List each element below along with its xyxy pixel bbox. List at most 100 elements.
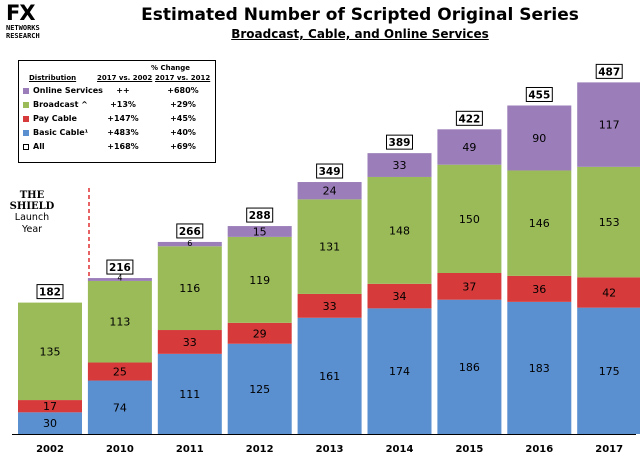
bar-basic-cable-2011 bbox=[157, 353, 222, 434]
bar-pay-cable-2013 bbox=[297, 293, 362, 318]
data-label-broadcast-2011: 116 bbox=[179, 282, 200, 295]
legend-change-2012: +69% bbox=[170, 142, 196, 151]
bar-basic-cable-2014 bbox=[367, 308, 432, 434]
legend-2012-header: 2017 vs. 2012 bbox=[155, 74, 211, 82]
legend-change-2012: +40% bbox=[170, 128, 196, 137]
total-label-2002: 182 bbox=[39, 287, 61, 299]
bar-basic-cable-2016 bbox=[507, 301, 572, 434]
legend-distribution-header: Distribution bbox=[29, 74, 77, 82]
data-label-basic-cable-2014: 174 bbox=[389, 365, 410, 378]
data-label-online-services-2013: 24 bbox=[323, 185, 337, 198]
data-label-basic-cable-2002: 30 bbox=[43, 417, 57, 430]
data-label-pay-cable-2017: 42 bbox=[602, 286, 616, 299]
data-label-online-services-2016: 90 bbox=[532, 132, 546, 145]
data-label-broadcast-2012: 119 bbox=[249, 274, 270, 287]
bar-broadcast-2012 bbox=[227, 236, 292, 323]
bar-basic-cable-2015 bbox=[437, 299, 502, 434]
data-label-online-services-2015: 49 bbox=[462, 141, 476, 154]
x-tick-label-2015: 2015 bbox=[455, 444, 483, 455]
legend-change-2002: ++ bbox=[116, 86, 130, 95]
total-box-2017 bbox=[595, 63, 623, 79]
data-label-broadcast-2002: 135 bbox=[40, 345, 61, 358]
annotation-line-year: Year bbox=[21, 224, 43, 235]
legend-pct-change-header: % Change bbox=[151, 64, 191, 72]
x-tick-label-2010: 2010 bbox=[106, 444, 134, 455]
bar-pay-cable-2011 bbox=[157, 330, 222, 354]
chart-subtitle: Broadcast, Cable, and Online Services bbox=[231, 27, 489, 41]
the-shield-annotation: THE SHIELD Launch Year bbox=[0, 190, 64, 236]
data-label-pay-cable-2010: 25 bbox=[113, 366, 127, 379]
data-label-pay-cable-2011: 33 bbox=[183, 336, 197, 349]
bar-basic-cable-2012 bbox=[227, 343, 292, 434]
the-shield-title: THE SHIELD bbox=[9, 190, 55, 212]
legend-change-2012: +29% bbox=[170, 100, 196, 109]
total-box-2016 bbox=[525, 86, 553, 102]
x-tick-label-2013: 2013 bbox=[316, 444, 344, 455]
total-box-2014 bbox=[386, 134, 413, 150]
legend-change-2012: +45% bbox=[170, 114, 196, 123]
legend-row-all: All +168% +69% bbox=[23, 142, 213, 154]
x-tick-label-2014: 2014 bbox=[386, 444, 414, 455]
bar-broadcast-2014 bbox=[367, 176, 432, 284]
legend-change-2012: +680% bbox=[167, 86, 199, 95]
legend-swatch-all bbox=[23, 144, 29, 150]
legend-label: Online Services bbox=[33, 86, 103, 95]
legend-swatch-online bbox=[23, 88, 29, 94]
bar-broadcast-2013 bbox=[297, 199, 362, 294]
bar-online-services-2017 bbox=[577, 82, 640, 167]
data-label-broadcast-2010: 113 bbox=[109, 316, 130, 329]
legend-table: % Change Distribution 2017 vs. 2002 2017… bbox=[18, 60, 216, 163]
x-tick-label-2011: 2011 bbox=[176, 444, 204, 455]
x-tick-label-2012: 2012 bbox=[246, 444, 274, 455]
data-label-online-services-2017: 117 bbox=[599, 119, 620, 132]
bar-basic-cable-2017 bbox=[577, 307, 640, 434]
bar-basic-cable-2010 bbox=[87, 380, 152, 434]
data-label-basic-cable-2012: 125 bbox=[249, 383, 270, 396]
bar-pay-cable-2016 bbox=[507, 275, 572, 302]
total-label-2012: 288 bbox=[249, 210, 271, 222]
data-label-basic-cable-2011: 111 bbox=[179, 388, 200, 401]
legend-label: Pay Cable bbox=[33, 114, 77, 123]
bar-online-services-2012 bbox=[227, 226, 292, 237]
data-label-basic-cable-2017: 175 bbox=[599, 365, 620, 378]
bar-broadcast-2010 bbox=[87, 280, 152, 363]
data-label-pay-cable-2014: 34 bbox=[393, 290, 407, 303]
bar-broadcast-2017 bbox=[577, 166, 640, 278]
data-label-broadcast-2017: 153 bbox=[599, 216, 620, 229]
fx-networks-research-logo: FX NETWORKS RESEARCH bbox=[6, 2, 62, 40]
annotation-line-launch: Launch bbox=[14, 212, 50, 223]
legend-label: All bbox=[33, 142, 45, 151]
bar-broadcast-2011 bbox=[157, 246, 222, 331]
bar-pay-cable-2010 bbox=[87, 362, 152, 381]
data-label-pay-cable-2015: 37 bbox=[462, 280, 476, 293]
data-label-online-services-2010: 4 bbox=[117, 273, 122, 282]
bar-online-services-2016 bbox=[507, 105, 572, 171]
total-box-2015 bbox=[455, 110, 483, 126]
total-box-2010 bbox=[106, 259, 134, 275]
total-box-2002 bbox=[36, 284, 64, 300]
bar-pay-cable-2002 bbox=[18, 400, 82, 413]
bar-broadcast-2015 bbox=[437, 164, 502, 273]
legend-label: Broadcast ^ bbox=[33, 100, 88, 109]
legend-2002-header: 2017 vs. 2002 bbox=[97, 74, 153, 82]
bar-broadcast-2016 bbox=[507, 170, 572, 276]
legend-change-2002: +483% bbox=[107, 128, 139, 137]
legend-row-broadcast: Broadcast ^ +13% +29% bbox=[23, 100, 213, 112]
data-label-broadcast-2013: 131 bbox=[319, 241, 340, 254]
bar-basic-cable-2013 bbox=[297, 317, 362, 434]
data-label-online-services-2014: 33 bbox=[393, 159, 407, 172]
total-label-2014: 389 bbox=[389, 137, 411, 149]
chart-title: Estimated Number of Scripted Original Se… bbox=[141, 5, 579, 25]
bar-online-services-2013 bbox=[297, 182, 362, 200]
bar-pay-cable-2015 bbox=[437, 272, 502, 300]
legend-row-online-services: Online Services ++ +680% bbox=[23, 86, 213, 98]
legend-change-2002: +147% bbox=[107, 114, 139, 123]
bar-basic-cable-2002 bbox=[18, 412, 82, 434]
data-label-pay-cable-2012: 29 bbox=[253, 327, 267, 340]
x-tick-label-2002: 2002 bbox=[36, 444, 64, 455]
legend-swatch-basic-cable bbox=[23, 130, 29, 136]
data-label-basic-cable-2016: 183 bbox=[529, 362, 550, 375]
legend-change-2002: +168% bbox=[107, 142, 139, 151]
data-label-pay-cable-2002: 17 bbox=[43, 400, 57, 413]
